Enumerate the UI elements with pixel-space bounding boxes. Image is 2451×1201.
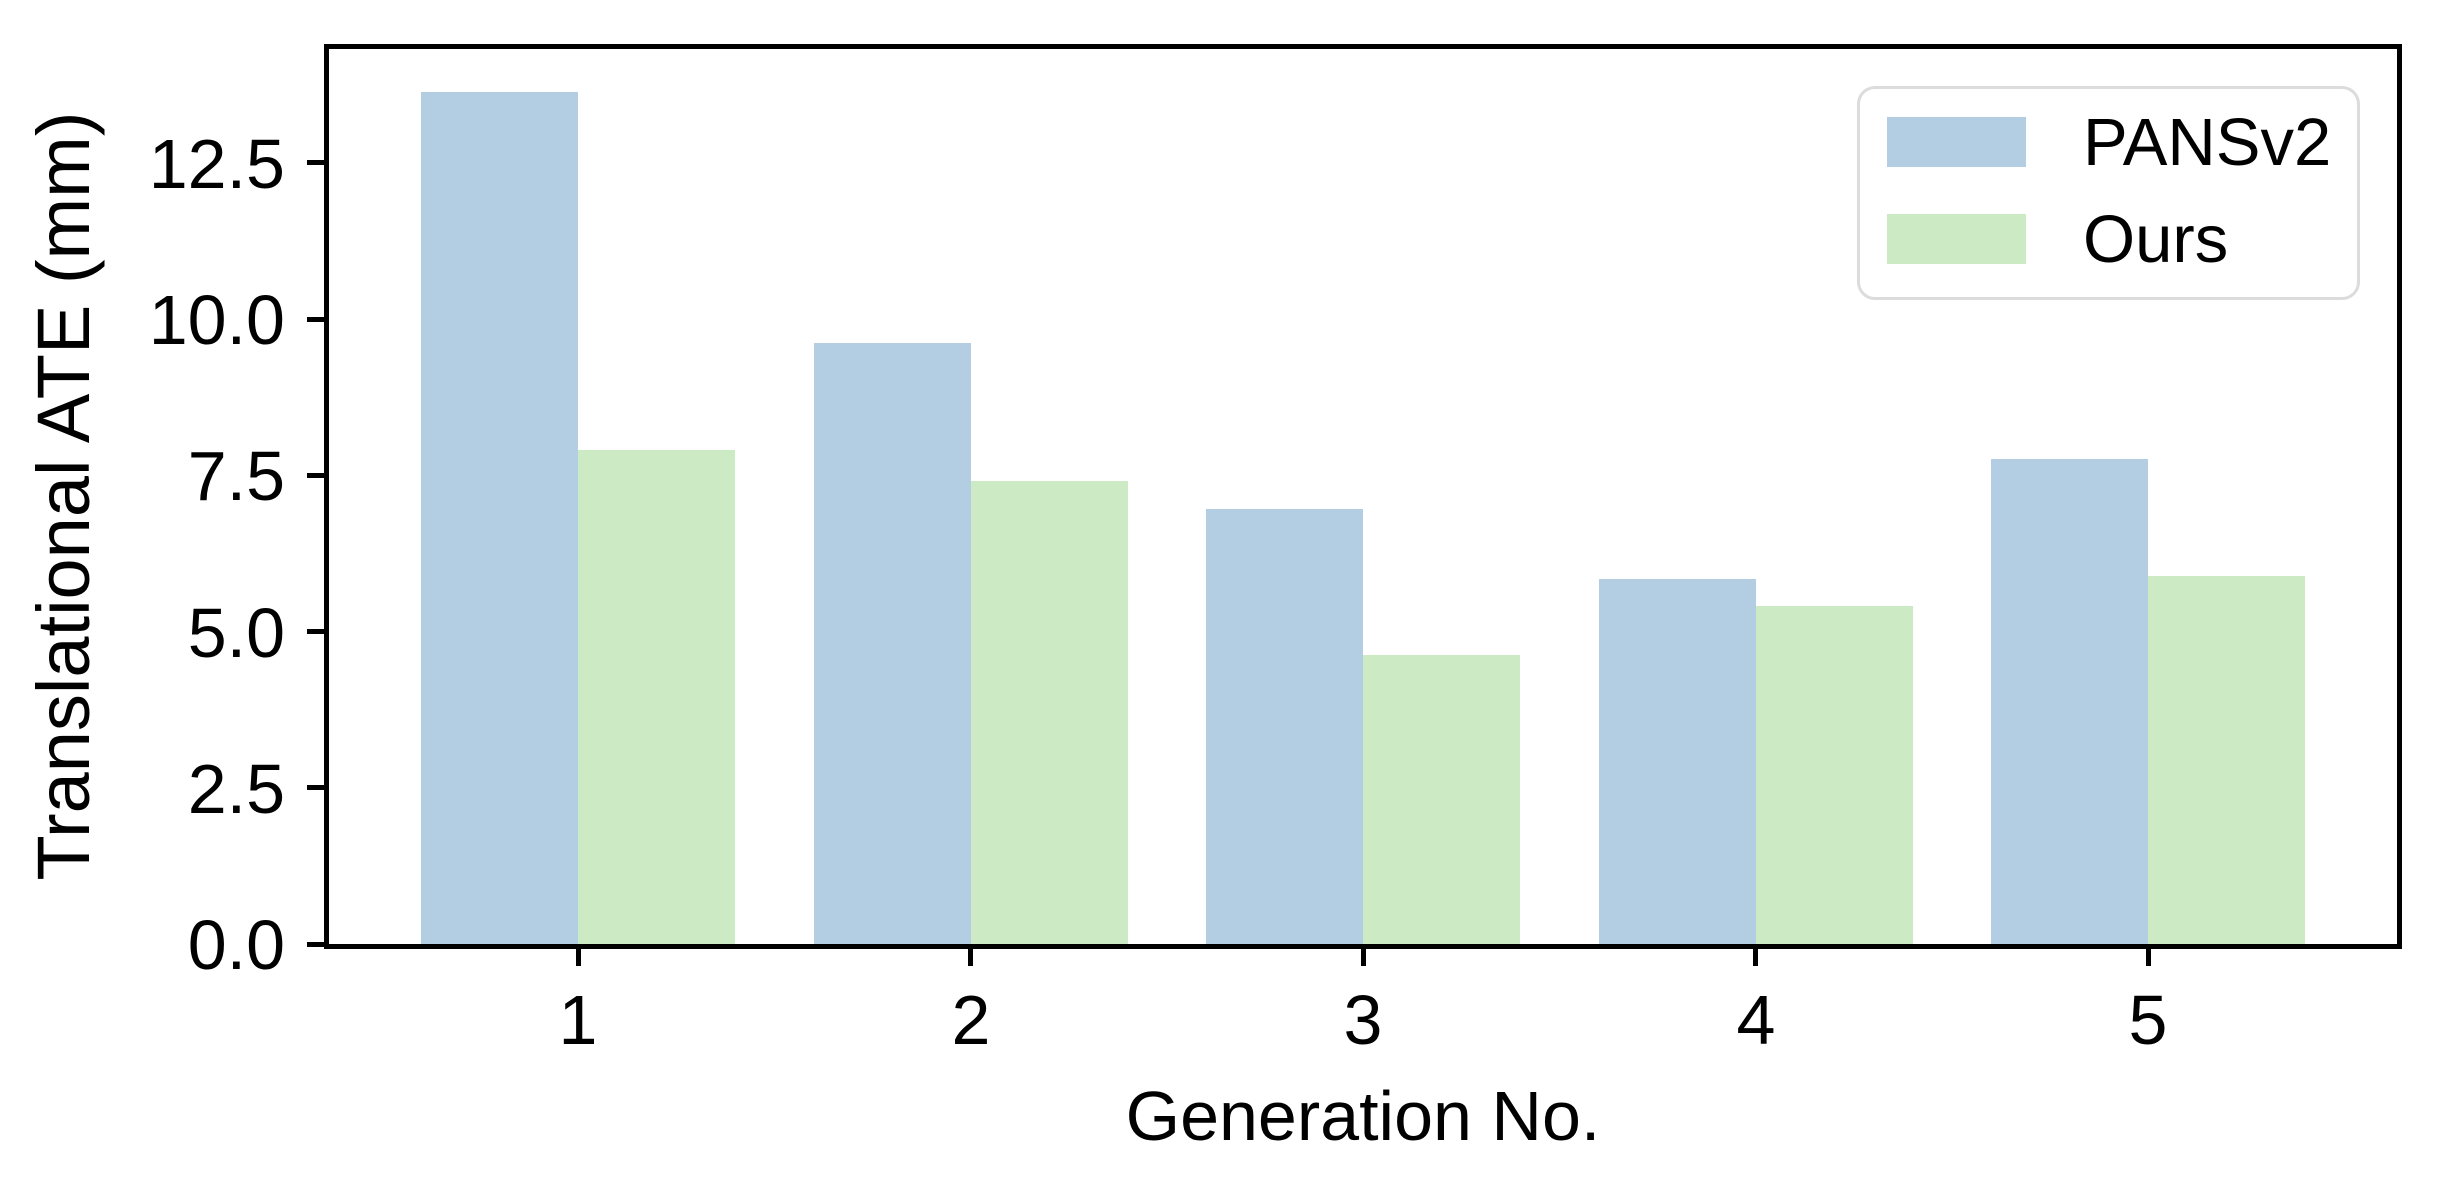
x-tick-mark bbox=[1361, 949, 1366, 966]
bar-pansv2-gen-3 bbox=[1206, 509, 1363, 944]
y-tick-label: 2.5 bbox=[187, 750, 285, 828]
bar-ours-gen-1 bbox=[578, 450, 735, 944]
y-tick-mark bbox=[307, 160, 324, 165]
bar-pansv2-gen-5 bbox=[1991, 459, 2148, 944]
legend-item-pansv2: PANSv2 bbox=[1887, 109, 2331, 176]
bar-ours-gen-5 bbox=[2148, 576, 2305, 944]
bar-ours-gen-2 bbox=[970, 481, 1128, 944]
bar-pansv2-gen-4 bbox=[1598, 579, 1756, 944]
bar-pansv2-gen-2 bbox=[813, 343, 971, 944]
y-tick-mark bbox=[307, 785, 324, 790]
legend-swatch-pansv2 bbox=[1887, 117, 2026, 167]
y-axis-label: Translational ATE (mm) bbox=[22, 111, 105, 881]
x-tick-label: 5 bbox=[2128, 981, 2168, 1059]
bar-ours-gen-3 bbox=[1363, 655, 1520, 944]
y-tick-label: 7.5 bbox=[187, 437, 285, 515]
x-tick-label: 3 bbox=[1343, 981, 1383, 1059]
x-axis-label: Generation No. bbox=[1125, 1077, 1601, 1155]
y-tick-mark bbox=[307, 317, 324, 322]
legend-label: Ours bbox=[2083, 201, 2229, 277]
y-tick-mark bbox=[307, 942, 324, 947]
y-tick-label: 12.5 bbox=[148, 125, 285, 203]
x-tick-mark bbox=[576, 949, 581, 966]
legend-label: PANSv2 bbox=[2083, 104, 2332, 180]
x-tick-label: 2 bbox=[951, 981, 991, 1059]
y-tick-label: 0.0 bbox=[187, 906, 285, 984]
x-tick-mark bbox=[2146, 949, 2151, 966]
bar-pansv2-gen-1 bbox=[421, 92, 578, 944]
y-tick-mark bbox=[307, 473, 324, 478]
x-tick-label: 1 bbox=[558, 981, 598, 1059]
legend-item-ours: Ours bbox=[1887, 206, 2228, 273]
y-tick-mark bbox=[307, 629, 324, 634]
x-tick-mark bbox=[968, 949, 973, 966]
legend: PANSv2 Ours bbox=[1857, 86, 2360, 300]
y-tick-label: 5.0 bbox=[187, 594, 285, 672]
x-tick-mark bbox=[1753, 949, 1758, 966]
legend-swatch-ours bbox=[1887, 214, 2026, 264]
x-tick-label: 4 bbox=[1736, 981, 1776, 1059]
y-tick-label: 10.0 bbox=[148, 281, 285, 359]
bar-ours-gen-4 bbox=[1755, 606, 1913, 944]
